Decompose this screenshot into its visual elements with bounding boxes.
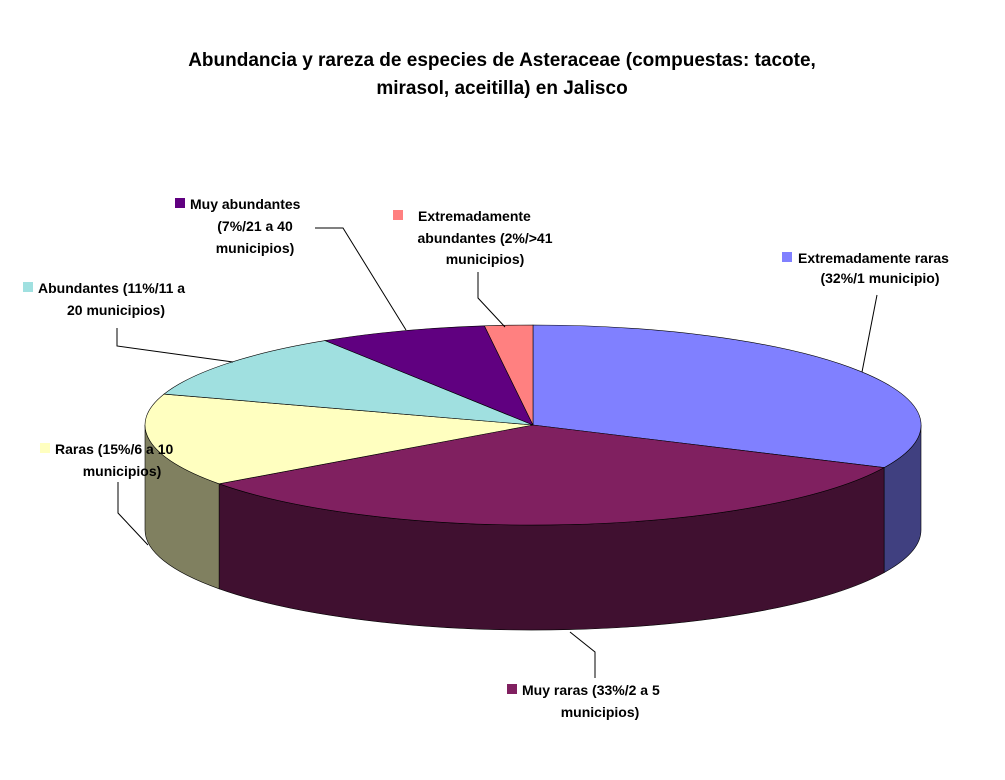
slice-label-line: Abundantes (11%/11 a <box>38 280 185 296</box>
slice-label-extremadamente-raras: Extremadamente raras (32%/1 municipio) <box>782 250 949 286</box>
slice-extremadamente-abundantes <box>483 324 534 426</box>
slice-label-line: municipios) <box>83 463 162 479</box>
leader-line-extremadamente-abundantes <box>477 272 506 328</box>
slice-extremadamente-raras <box>532 324 922 468</box>
slice-label-line: Raras (15%/6 a 10 <box>55 441 174 457</box>
pie-body <box>144 324 922 631</box>
slice-muy-raras <box>217 424 886 526</box>
chart-title-line-1: Abundancia y rareza de especies de Aster… <box>188 50 816 71</box>
leader-line-muy-raras <box>569 631 596 678</box>
slice-label-line: Extremadamente <box>418 208 531 224</box>
slice-label-line: municipios) <box>446 251 525 267</box>
slice-label-line: (32%/1 municipio) <box>820 270 939 286</box>
legend-marker-extremadamente-raras <box>782 252 792 262</box>
slice-label-line: 20 municipios) <box>67 302 165 318</box>
slice-label-abundantes: Abundantes (11%/11 a 20 municipios) <box>23 280 185 318</box>
slice-label-line: municipios) <box>561 704 640 720</box>
slice-label-muy-raras: Muy raras (33%/2 a 5 municipios) <box>507 682 660 720</box>
slice-label-line: Extremadamente raras <box>798 250 949 266</box>
legend-marker-raras <box>40 443 50 453</box>
leader-line-abundantes <box>116 328 234 363</box>
legend-marker-abundantes <box>23 282 33 292</box>
leader-line-extremadamente-raras <box>861 294 878 373</box>
leader-lines <box>116 227 878 678</box>
chart-title-line-2: mirasol, aceitilla) en Jalisco <box>376 78 627 99</box>
slice-abundantes <box>163 340 534 426</box>
slice-label-line: (7%/21 a 40 <box>217 218 293 234</box>
legend-marker-muy-abundantes <box>175 198 185 208</box>
slice-label-line: municipios) <box>216 240 295 256</box>
slice-label-line: Muy abundantes <box>190 196 301 212</box>
legend-marker-muy-raras <box>507 684 517 694</box>
slice-muy-abundantes <box>323 325 534 426</box>
slice-labels: Extremadamente raras (32%/1 municipio) Muy… <box>23 196 949 720</box>
slice-label-line: abundantes (2%/>41 <box>418 230 553 246</box>
legend-marker-extremadamente-abundantes <box>393 210 403 220</box>
slice-label-raras: Raras (15%/6 a 10 municipios) <box>40 441 174 479</box>
slice-raras <box>144 393 534 485</box>
slice-label-muy-abundantes: Muy abundantes (7%/21 a 40 municipios) <box>175 196 301 256</box>
slice-label-extremadamente-abundantes: Extremadamente abundantes (2%/>41 municipi… <box>393 208 553 267</box>
leader-line-raras <box>117 482 149 546</box>
leader-line-muy-abundantes <box>315 227 407 331</box>
slice-label-line: Muy raras (33%/2 a 5 <box>522 682 660 698</box>
